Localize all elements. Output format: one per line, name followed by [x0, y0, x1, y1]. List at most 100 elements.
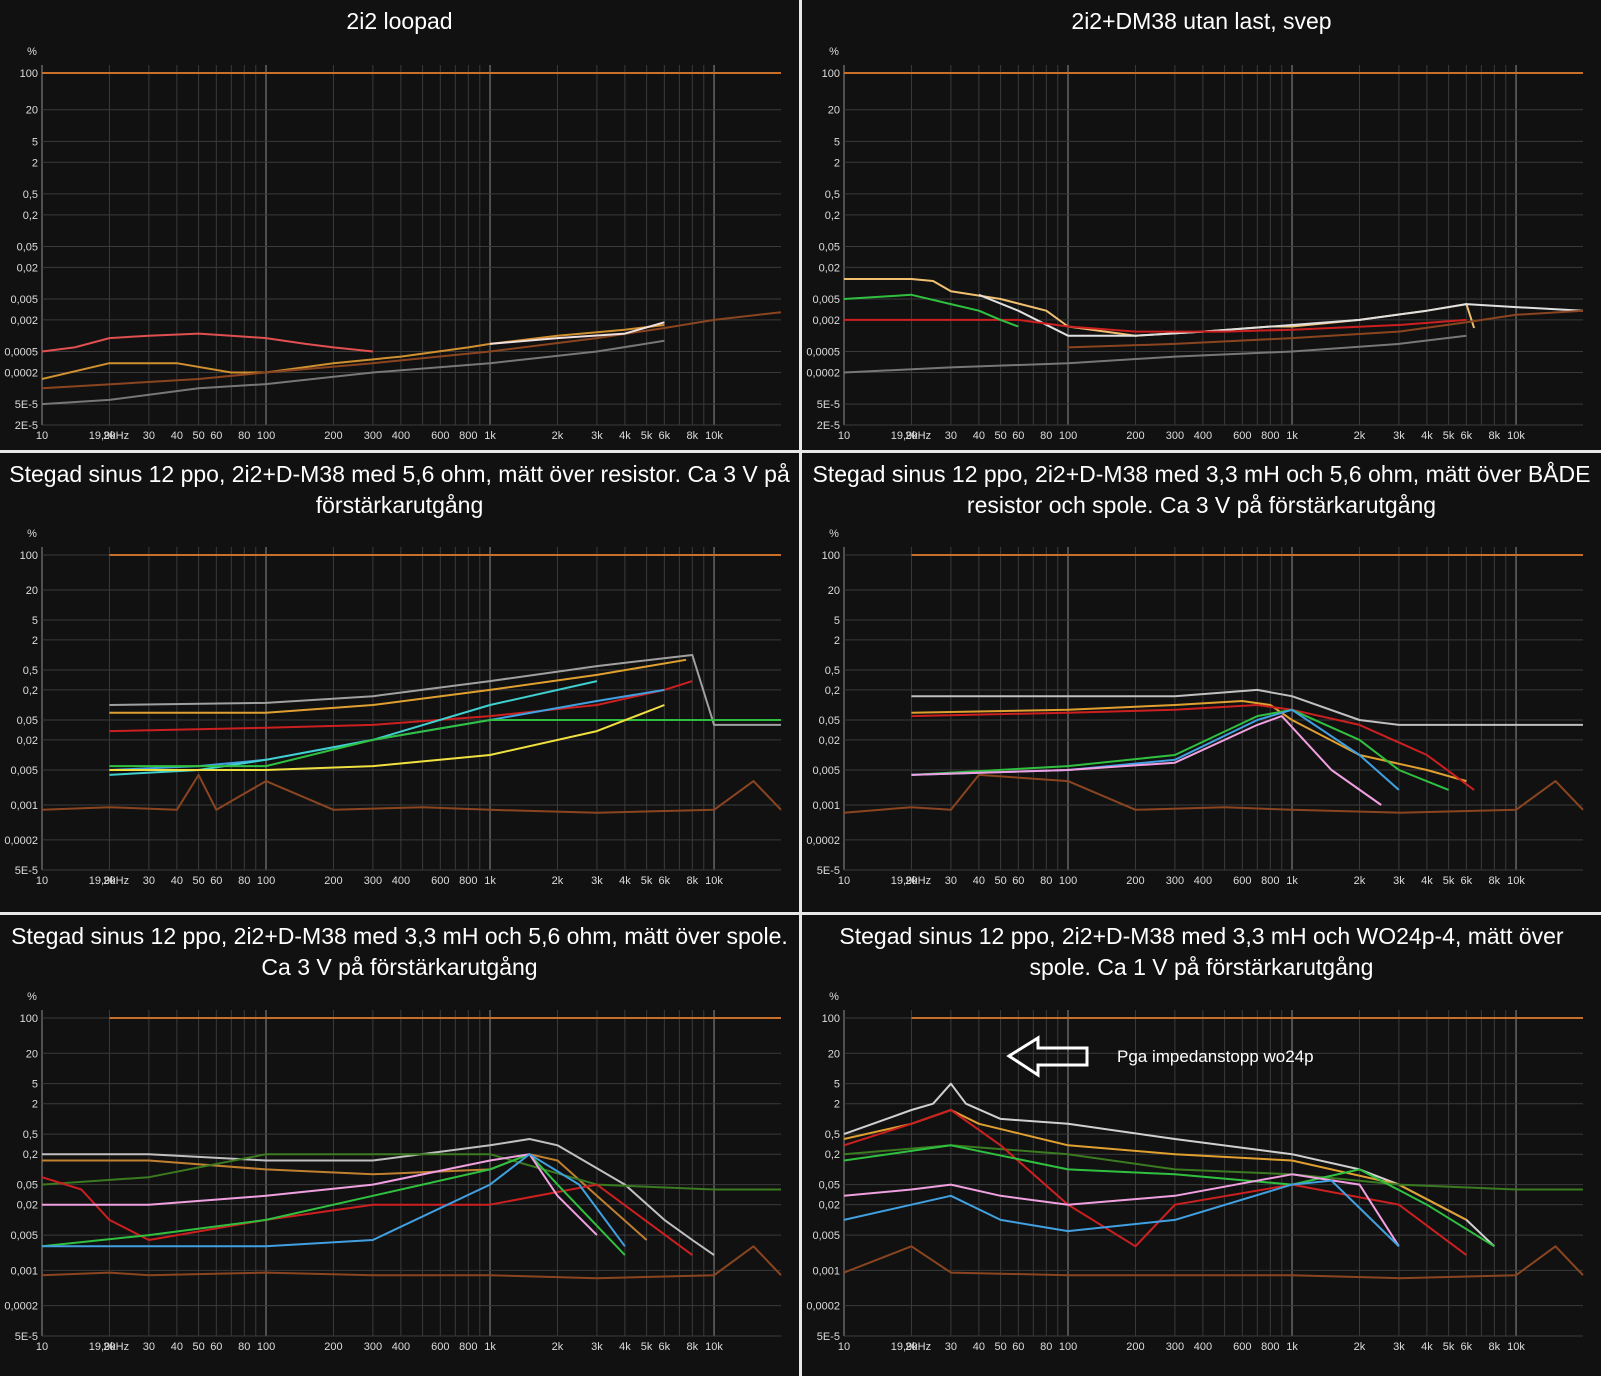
y-tick-label: 0,05 [17, 1180, 38, 1192]
chart-title: Stegad sinus 12 ppo, 2i2+D-M38 med 3,3 m… [11, 923, 788, 980]
series-line-6 [42, 1153, 598, 1236]
x-tick-label: 40 [171, 875, 183, 887]
y-tick-label: 100 [20, 550, 38, 562]
x-tick-label: 20 [905, 1341, 917, 1353]
series-line-3 [41, 311, 782, 390]
x-tick-label: 2k [1354, 430, 1366, 442]
x-tick-label: 200 [324, 430, 342, 442]
series-line-7 [843, 773, 1584, 814]
y-tick-label: 5E-5 [817, 399, 840, 411]
x-tick-label: 1k [484, 1341, 496, 1353]
minor-grid [41, 547, 715, 870]
x-tick-label: 6k [1461, 430, 1473, 442]
series-line-2 [911, 700, 1467, 783]
x-tick-label: 4k [619, 1341, 631, 1353]
x-tick-label: 100 [1059, 1341, 1077, 1353]
y-unit-label: % [829, 991, 839, 1003]
y-tick-label: 2 [32, 635, 38, 647]
minor-grid [41, 65, 715, 425]
series-line-7 [42, 1153, 626, 1248]
y-unit-label: % [829, 46, 839, 58]
y-tick-label: 0,5 [825, 665, 840, 677]
x-tick-label: 600 [1233, 430, 1251, 442]
y-tick-label: 5 [32, 1079, 38, 1091]
y-tick-label: 2E-5 [15, 420, 38, 432]
x-tick-label: 100 [257, 875, 275, 887]
x-tick-label: 800 [1261, 430, 1279, 442]
x-tick-label: 100 [1059, 430, 1077, 442]
y-tick-label: 0,2 [825, 210, 840, 222]
minor-grid [843, 547, 1517, 870]
series-line-5 [489, 321, 665, 345]
x-tick-label: 60 [210, 430, 222, 442]
x-tick-label: 10k [705, 1341, 723, 1353]
y-tick-label: 0,002 [10, 315, 38, 327]
series-line-2 [41, 324, 665, 380]
y-unit-label: % [27, 528, 37, 540]
y-tick-label: 0,02 [819, 735, 840, 747]
x-tick-label: 30 [143, 875, 155, 887]
x-tick-label: 400 [1194, 875, 1212, 887]
series-line-2 [978, 293, 1584, 337]
x-tick-label: 200 [324, 875, 342, 887]
y-tick-label: 2 [834, 157, 840, 169]
chart-panel-3: Stegad sinus 12 ppo, 2i2+D-M38 med 5,6 o… [0, 453, 799, 912]
x-tick-label: 100 [257, 430, 275, 442]
y-tick-label: 0,005 [812, 294, 840, 306]
x-tick-label: 80 [1040, 430, 1052, 442]
x-tick-label: 8k [687, 1341, 699, 1353]
y-tick-label: 5 [834, 1079, 840, 1091]
series-line-5 [1067, 309, 1584, 349]
y-tick-label: 100 [822, 1013, 840, 1025]
chart-plot: 100 20 5 2 0,5 0,2 0,05 0,02 0,005 0,001 0,0002 5E-… [806, 528, 1584, 887]
x-tick-label: 300 [1166, 1341, 1184, 1353]
y-tick-label: 0,2 [825, 685, 840, 697]
chart-panel-5: Stegad sinus 12 ppo, 2i2+D-M38 med 3,3 m… [0, 915, 799, 1376]
x-tick-label: 8k [687, 430, 699, 442]
x-tick-label: 19,9kHz [89, 430, 129, 442]
y-tick-label: 0,0002 [806, 367, 840, 379]
y-tick-label: 5 [32, 615, 38, 627]
x-tick-label: 3k [591, 1341, 603, 1353]
y-tick-label: 5E-5 [817, 1331, 840, 1343]
x-tick-label: 4k [619, 875, 631, 887]
series-line-1 [42, 1138, 715, 1256]
x-tick-label: 4k [619, 430, 631, 442]
series-line-1 [109, 654, 781, 726]
x-tick-label: 200 [1126, 430, 1144, 442]
y-tick-label: 100 [822, 550, 840, 562]
y-tick-label: 20 [26, 585, 38, 597]
x-tick-label: 60 [1012, 1341, 1024, 1353]
chart-title: Stegad sinus 12 ppo, 2i2+D-M38 med 5,6 o… [9, 461, 790, 518]
y-tick-label: 5E-5 [15, 865, 38, 877]
x-tick-label: 50 [994, 875, 1006, 887]
y-tick-label: 0,02 [17, 735, 38, 747]
x-tick-label: 80 [238, 875, 250, 887]
x-tick-label: 50 [192, 875, 204, 887]
series-line-1 [843, 1082, 1495, 1248]
x-tick-label: 10 [36, 1341, 48, 1353]
x-tick-label: 40 [973, 430, 985, 442]
x-tick-label: 5k [1443, 430, 1455, 442]
chart-plot: 100 20 5 2 0,5 0,2 0,05 0,02 0,005 0,002 0,0005 0,0… [4, 46, 782, 442]
y-unit-label: % [27, 46, 37, 58]
series-line-6 [843, 334, 1467, 374]
y-tick-label: 20 [26, 105, 38, 117]
chart-panel-1: 2i2 loopad 100 20 5 2 0,5 0,2 0,05 0,02 0,005 0,00… [0, 0, 799, 450]
y-tick-label: 2 [834, 1099, 840, 1111]
x-tick-label: 4k [1421, 1341, 1433, 1353]
y-tick-label: 0,05 [819, 1180, 840, 1192]
y-tick-label: 20 [828, 585, 840, 597]
y-tick-label: 0,05 [17, 715, 38, 727]
x-tick-label: 80 [1040, 875, 1052, 887]
x-tick-label: 30 [945, 1341, 957, 1353]
x-tick-label: 300 [364, 875, 382, 887]
chart-title: 2i2+DM38 utan last, svep [1071, 8, 1332, 34]
x-tick-label: 300 [1166, 875, 1184, 887]
y-tick-label: 20 [828, 1048, 840, 1060]
y-tick-label: 2E-5 [817, 420, 840, 432]
y-tick-label: 5 [834, 615, 840, 627]
x-tick-label: 600 [431, 875, 449, 887]
series-line-7 [843, 1179, 1400, 1248]
x-tick-label: 5k [1443, 1341, 1455, 1353]
